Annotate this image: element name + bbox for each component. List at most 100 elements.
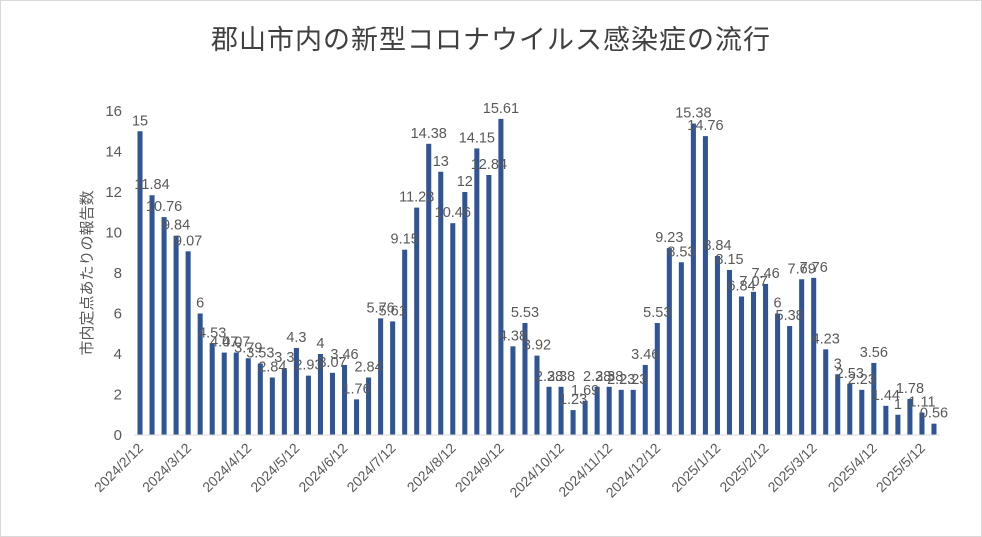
data-label: 4.23 [812,331,840,347]
bar [305,375,311,435]
data-label: 7.76 [800,260,828,276]
x-tick-label: 2024/8/12 [404,440,460,496]
bar [618,389,624,435]
data-label: 4.07 [222,335,250,351]
bar [329,372,336,435]
bar [402,249,408,435]
bar [185,251,191,435]
bar [895,414,901,435]
y-axis-ticks: 0 2 4 6 8 10 12 14 16 [105,103,122,444]
data-label: 10.76 [146,199,182,215]
bar [654,323,660,435]
bar [510,346,516,435]
bar [763,283,769,435]
data-label: 7.46 [751,266,779,282]
bar [666,248,672,435]
bar [354,399,360,435]
data-label: 2.84 [258,359,286,375]
data-label: 2.38 [535,369,563,385]
bar [161,217,167,435]
bar [871,362,877,435]
bar [522,323,528,435]
data-label: 2.23 [848,372,876,388]
bar [919,412,925,435]
data-label: 4.07 [210,335,238,351]
bar [835,374,841,435]
data-label: 12 [457,174,473,190]
x-tick-label: 2024/4/12 [199,440,255,496]
data-label: 4.38 [499,328,527,344]
data-label: 2.38 [595,369,623,385]
data-label: 3.3 [274,350,294,366]
data-label: 14.76 [687,118,723,134]
data-label: 4.3 [286,330,306,346]
data-label: 9.23 [655,230,683,246]
data-label: 1 [894,397,902,413]
bar [811,277,817,435]
x-tick-label: 2025/2/12 [716,440,772,496]
bar [221,352,227,435]
data-label: 1.76 [342,381,370,397]
data-label: 15 [132,113,148,129]
data-label: 2.38 [547,369,575,385]
bars-group [137,118,937,436]
bar [534,355,540,435]
bar [642,364,648,435]
y-tick-label: 10 [105,225,122,242]
bar [462,192,468,435]
bar [269,377,275,435]
bar [378,318,384,435]
data-label: 11.84 [134,177,169,193]
data-label: 9.84 [162,218,190,234]
x-tick-label: 2025/1/12 [668,440,724,496]
data-label: 2.23 [607,372,635,388]
bar [233,352,239,435]
bar [859,389,865,435]
bar [751,291,757,435]
bar [486,174,492,436]
data-label: 6 [196,296,204,312]
data-label: 3.56 [860,345,888,361]
data-label: 1.69 [571,383,599,399]
bar [582,400,588,435]
data-label: 8.53 [667,244,695,260]
y-tick-label: 16 [105,103,122,120]
bar [606,386,612,435]
data-label: 4 [316,336,324,352]
bar [281,368,287,435]
y-tick-label: 12 [105,184,122,201]
x-tick-label: 2024/2/12 [91,440,147,496]
data-label: 2.93 [294,358,322,374]
bar [149,195,155,435]
data-label: 12.84 [471,157,507,173]
bar [474,148,480,435]
bar [690,123,696,435]
bar [678,262,684,435]
data-label: 9.15 [391,232,419,248]
chart-title: 郡山市内の新型コロナウイルス感染症の流行 [211,25,771,56]
data-label: 5.53 [643,305,671,321]
bar [630,389,636,435]
data-label: 3.46 [631,347,659,363]
bar [907,398,913,435]
data-label: 9.07 [174,233,202,249]
bar [342,364,348,435]
x-tick-label: 2025/4/12 [825,440,881,496]
data-label: 1.11 [908,395,935,411]
bar [426,143,432,435]
bar [775,313,781,435]
bar [570,410,576,435]
bar [714,255,720,435]
x-tick-label: 2024/3/12 [139,440,195,496]
x-tick-label: 2024/6/12 [295,440,351,496]
bar [366,377,372,435]
y-tick-label: 8 [114,265,122,282]
bar [558,386,564,435]
bar [738,296,745,435]
bar [883,405,889,435]
bar [390,321,396,435]
bar [245,358,251,435]
data-label: 8.84 [703,238,731,254]
data-label: 5.61 [379,303,407,319]
